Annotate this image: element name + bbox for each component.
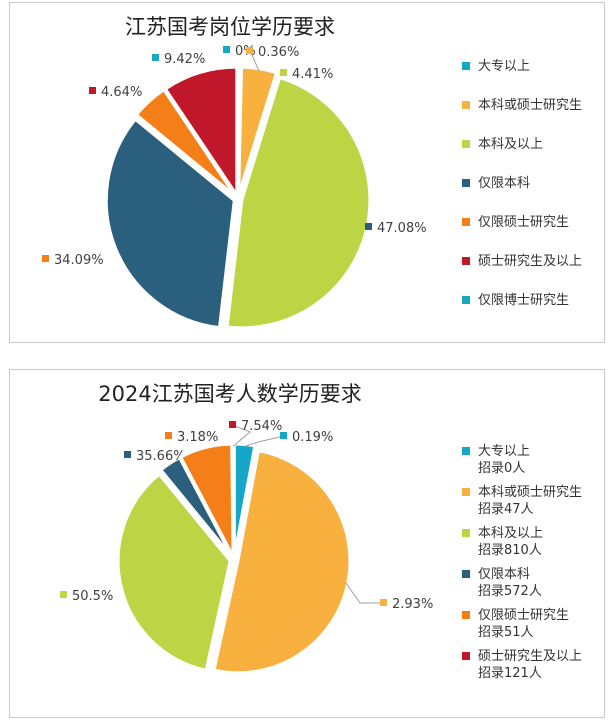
- slice-label-swatch: [280, 432, 287, 439]
- legend-label: 硕士研究生及以上: [478, 254, 583, 269]
- slice-label-text: 0.19%: [292, 430, 333, 445]
- legend-swatch: [462, 140, 470, 148]
- pie-slice-1-6: [163, 65, 239, 201]
- slice-label-2-5: 3.18%: [165, 430, 218, 445]
- slice-label-text: 34.09%: [54, 253, 104, 268]
- slice-label-text: 9.42%: [164, 52, 205, 67]
- legend-sublabel: 招录121人: [478, 666, 542, 681]
- legend-swatch: [462, 296, 470, 304]
- legend-label: 仅限本科: [478, 176, 531, 191]
- legend-label: 大专以上: [478, 444, 531, 459]
- slice-label-text: 4.64%: [101, 85, 142, 100]
- slice-label-2-2: 2.93%: [345, 582, 433, 612]
- slice-label-swatch: [124, 451, 131, 458]
- slice-label-swatch: [165, 432, 172, 439]
- slice-label-text: 4.41%: [292, 67, 333, 82]
- legend-swatch: [462, 218, 470, 226]
- legend-label: 本科或硕士研究生: [478, 98, 583, 113]
- legend-label: 仅限硕士研究生: [478, 608, 570, 623]
- slice-label-text: 7.54%: [241, 419, 282, 434]
- legend-label: 大专以上: [478, 59, 531, 74]
- pie-slice-2-6: [231, 442, 236, 557]
- chart-title-1: 江苏国考岗位学历要求: [125, 15, 335, 39]
- legend-swatch: [462, 101, 470, 109]
- slice-label-text: 0.36%: [258, 45, 299, 60]
- legend-swatch: [462, 447, 470, 455]
- legend-sublabel: 招录47人: [478, 502, 534, 517]
- legend-sublabel: 招录0人: [478, 461, 526, 476]
- legend-swatch: [462, 488, 470, 496]
- slice-label-2-3: 50.5%: [60, 589, 113, 604]
- slice-label-text: 35.66%: [136, 449, 186, 464]
- slice-label-swatch: [365, 223, 372, 230]
- slice-label-1-3: 4.41%: [280, 67, 333, 82]
- slice-label-swatch: [246, 47, 253, 54]
- legend-sublabel: 招录810人: [478, 543, 542, 558]
- slice-label-1-7: 9.42%: [152, 52, 205, 67]
- legend-swatch: [462, 62, 470, 70]
- chart-panel-2: 2024江苏国考人数学历要求 0.19% 2.93% 50.5% 35.66% 3.18…: [9, 369, 605, 718]
- pie-chart-2: 0.19% 2.93% 50.5% 35.66% 3.18% 7.54%: [60, 419, 433, 675]
- legend-label: 仅限硕士研究生: [478, 215, 570, 230]
- legend-label: 本科或硕士研究生: [478, 485, 583, 500]
- slice-label-1-6: 4.64%: [89, 85, 142, 100]
- slice-label-text: 2.93%: [392, 597, 433, 612]
- legend-label: 本科及以上: [478, 137, 544, 152]
- slice-label-1-5: 34.09%: [42, 253, 104, 268]
- legend-label: 硕士研究生及以上: [478, 649, 583, 664]
- chart-title-2: 2024江苏国考人数学历要求: [98, 382, 362, 406]
- legend-sublabel: 招录51人: [478, 625, 534, 640]
- legend-swatch: [462, 529, 470, 537]
- pie-slice-2-3: [116, 472, 232, 673]
- slice-label-2-1: 0.19%: [244, 430, 333, 447]
- slice-label-2-4: 35.66%: [124, 449, 186, 464]
- pie-slice-2-2: [212, 448, 352, 675]
- chart-panel-1: 江苏国考岗位学历要求 0% 0.36% 4.41% 47.08% 34.09% 4.64%…: [9, 2, 605, 343]
- pie-chart-1: 0% 0.36%4.41%47.08%34.09%4.64%9.42%: [42, 44, 427, 330]
- legend-swatch: [462, 570, 470, 578]
- legend-sublabel: 招录572人: [478, 584, 542, 599]
- slice-label-2-6: 7.54%: [229, 419, 282, 447]
- slice-label-swatch: [380, 599, 387, 606]
- legend-swatch: [462, 652, 470, 660]
- pie-slice-1-2: [237, 65, 279, 196]
- slice-label-swatch: [89, 87, 96, 94]
- slice-label-swatch: [280, 69, 287, 76]
- legend-swatch: [462, 257, 470, 265]
- slice-label-swatch: [229, 421, 236, 428]
- slice-label-text: 3.18%: [177, 430, 218, 445]
- slice-label-1-4: 47.08%: [365, 221, 427, 236]
- slice-label-swatch: [42, 255, 49, 262]
- slice-label-swatch: [223, 46, 230, 53]
- legend-swatch: [462, 179, 470, 187]
- slice-label-swatch: [152, 54, 159, 61]
- slice-label-text: 47.08%: [377, 221, 427, 236]
- slice-label-text: 50.5%: [72, 589, 113, 604]
- pie-slice-1-5: [134, 87, 237, 198]
- slice-label-swatch: [60, 591, 67, 598]
- legend-label: 仅限本科: [478, 567, 531, 582]
- slice-label-1-2: 0.36%: [246, 45, 299, 71]
- pie-slice-1-4: [104, 117, 236, 330]
- legend-label: 本科及以上: [478, 526, 544, 541]
- legend-swatch: [462, 611, 470, 619]
- legend-label: 仅限博士研究生: [478, 293, 570, 308]
